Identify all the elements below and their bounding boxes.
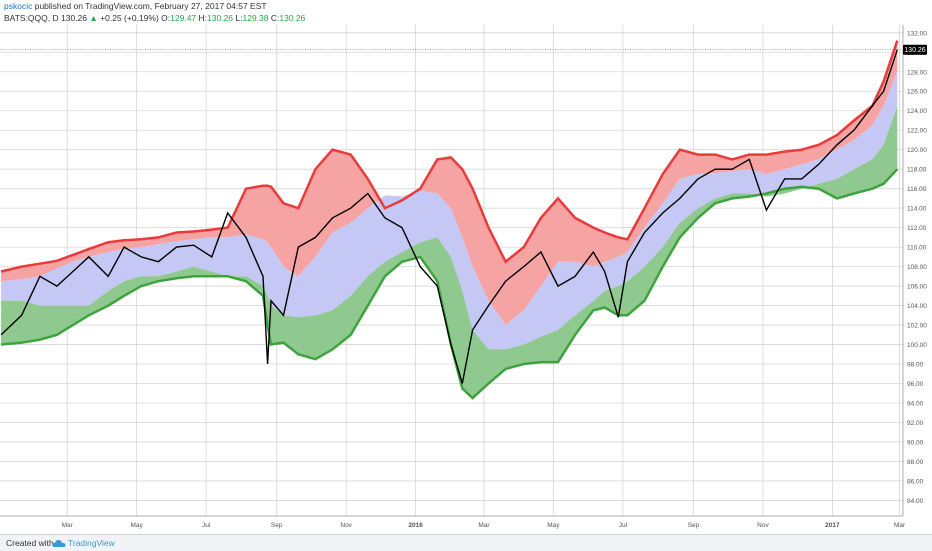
x-tick-label: Jul [619, 522, 628, 529]
last-price-badge-box [903, 44, 927, 55]
y-tick-label: 94.00 [907, 400, 924, 407]
y-tick-label: 120.00 [907, 147, 927, 154]
price-line [0, 49, 898, 384]
last-price-badge: 130.26 [903, 44, 927, 55]
x-tick-label: 2017 [825, 522, 840, 529]
y-tick-label: 126.00 [907, 89, 927, 96]
created-with-text: Created with [6, 538, 54, 548]
upper-band-area [1, 40, 898, 326]
y-tick-label: 106.00 [907, 284, 927, 291]
x-tick-label: Mar [894, 522, 906, 529]
last-price-label: 130.26 [904, 47, 926, 54]
footer-bar: Created with TradingView [0, 534, 932, 551]
upper-band-line [0, 40, 899, 273]
low-value: 129.38 [242, 13, 269, 23]
y-tick-label: 108.00 [907, 264, 927, 271]
high-label: H: [198, 13, 208, 23]
y-tick-label: 96.00 [907, 381, 924, 388]
open-label: O: [161, 13, 171, 23]
y-tick-label: 84.00 [907, 498, 924, 505]
y-tick-label: 110.00 [907, 245, 927, 252]
author-link[interactable]: pskocic [4, 1, 33, 11]
x-tick-label: Jul [202, 522, 211, 529]
y-tick-label: 118.00 [907, 167, 927, 174]
publish-info: pskocic published on TradingView.com, Fe… [4, 1, 267, 12]
y-tick-label: 100.00 [907, 342, 927, 349]
y-tick-label: 92.00 [907, 420, 924, 427]
y-tick-label: 116.00 [907, 186, 927, 193]
chart: 84.00 86.00 88.00 90.00 92.00 94.00 96.00 98.00… [0, 25, 928, 529]
tradingview-cloud-icon [52, 540, 66, 547]
y-tick-label: 102.00 [907, 323, 927, 330]
y-tick-label: 90.00 [907, 439, 924, 446]
y-tick-label: 124.00 [907, 108, 927, 115]
y-tick-label: 128.00 [907, 69, 927, 76]
x-tick-label: Nov [340, 522, 352, 529]
mid-band-area [1, 71, 898, 350]
x-tick-label: Sep [271, 522, 283, 529]
ticker-line: BATS:QQQ, D 130.26 ▲ +0.25 (+0.19%) O:12… [4, 13, 305, 24]
close-value: 130.26 [279, 13, 306, 23]
y-tick-label: 86.00 [907, 478, 924, 485]
bands [0, 40, 899, 400]
price-change: +0.25 (+0.19%) [100, 13, 159, 23]
time-axis[interactable]: Mar May Jul Sep Nov 2016 Mar May Jul Sep Nov 2017 Ma… [0, 515, 906, 529]
tradingview-brand-link[interactable]: TradingView [68, 538, 115, 548]
x-tick-label: May [131, 522, 144, 529]
published-text: published on TradingView.com, February 2… [34, 1, 267, 11]
price-axis[interactable]: 84.00 86.00 88.00 90.00 92.00 94.00 96.00 98.00… [902, 25, 927, 516]
x-tick-label: Mar [62, 522, 74, 529]
y-tick-label: 112.00 [907, 225, 927, 232]
low-label: L: [235, 13, 243, 23]
x-tick-label: Nov [757, 522, 769, 529]
y-tick-label: 98.00 [907, 362, 924, 369]
x-tick-label: Sep [688, 522, 700, 529]
y-tick-label: 104.00 [907, 303, 927, 310]
y-tick-label: 132.00 [907, 30, 927, 37]
x-tick-label: Mar [478, 522, 490, 529]
last-price: 130.26 [61, 13, 88, 23]
y-tick-label: 88.00 [907, 459, 924, 466]
symbol-label[interactable]: BATS:QQQ, D [4, 13, 59, 23]
y-tick-label: 122.00 [907, 128, 927, 135]
close-label: C: [270, 13, 280, 23]
up-arrow-icon: ▲ [89, 13, 98, 23]
high-value: 130.26 [207, 13, 234, 23]
x-tick-label: May [547, 522, 560, 529]
x-tick-label: 2016 [408, 522, 423, 529]
y-tick-label: 114.00 [907, 206, 927, 213]
open-value: 129.47 [170, 13, 197, 23]
